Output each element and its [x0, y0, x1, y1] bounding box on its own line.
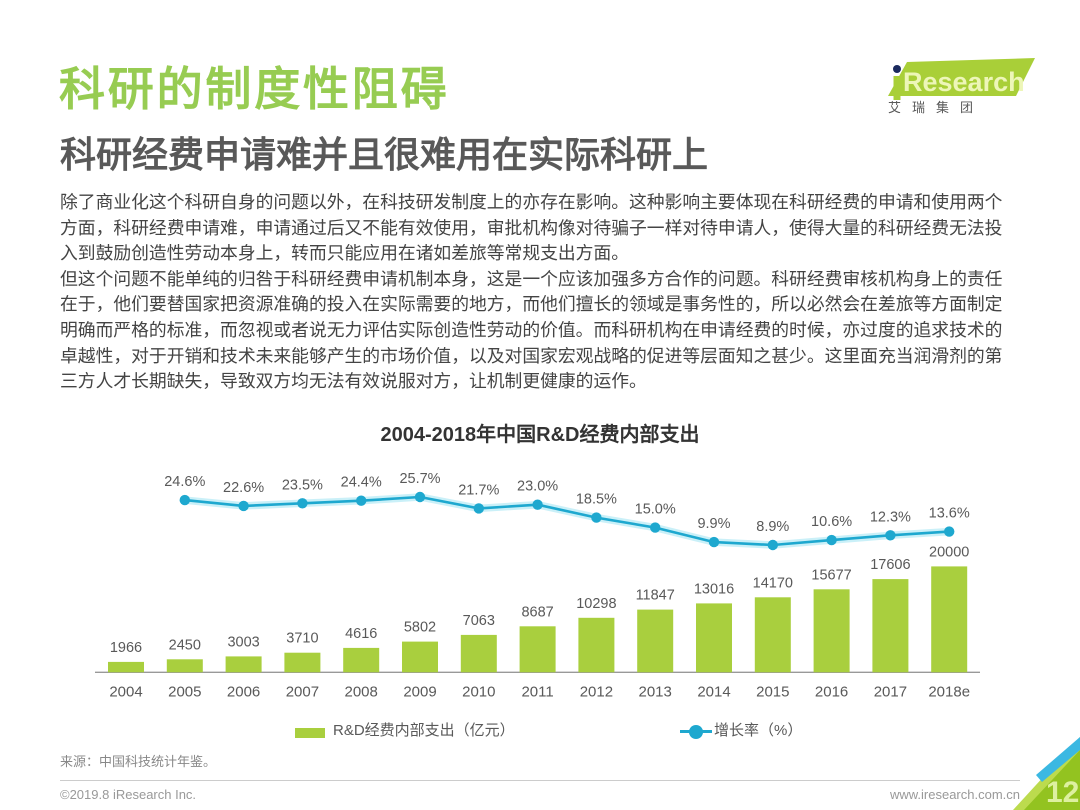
svg-text:12: 12 [1046, 776, 1079, 809]
